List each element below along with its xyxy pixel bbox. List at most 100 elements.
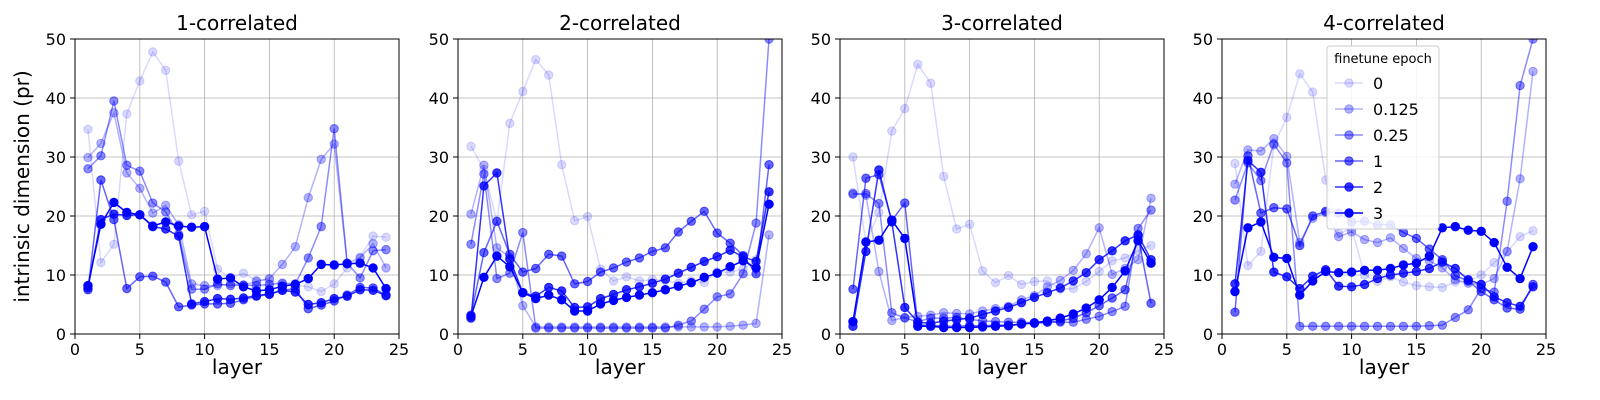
data-point — [621, 292, 632, 303]
data-point — [109, 197, 119, 208]
data-point — [1502, 196, 1512, 206]
data-point — [173, 221, 184, 231]
data-point — [725, 321, 735, 332]
data-point — [1042, 276, 1053, 286]
data-point — [938, 171, 949, 182]
y-tick-label: 50 — [429, 30, 449, 49]
data-point — [977, 266, 988, 276]
data-point — [544, 249, 554, 260]
data-point — [1463, 275, 1473, 285]
legend-swatch-marker — [1344, 130, 1354, 140]
data-point — [1269, 140, 1279, 150]
data-point — [660, 323, 671, 333]
data-point — [1398, 321, 1409, 332]
data-point — [634, 282, 645, 292]
x-tick-label: 15 — [642, 340, 662, 359]
data-point — [368, 263, 378, 273]
data-point — [161, 200, 171, 211]
data-point — [1502, 262, 1512, 273]
axes-frame — [1221, 38, 1547, 335]
data-point — [848, 189, 858, 199]
data-point — [1372, 273, 1383, 284]
data-point — [569, 279, 580, 289]
data-point — [660, 274, 671, 284]
series-line-0.125 — [852, 192, 1152, 322]
data-point — [1502, 247, 1512, 257]
data-point — [264, 275, 275, 285]
y-tick-label: 10 — [429, 266, 449, 285]
data-point — [135, 272, 145, 282]
legend-entry-label: 1 — [1373, 152, 1383, 171]
data-point — [1372, 237, 1383, 248]
data-point — [238, 293, 249, 303]
data-point — [1068, 276, 1078, 286]
data-point — [569, 306, 580, 316]
data-point — [1081, 303, 1091, 313]
data-point — [83, 152, 93, 163]
data-point — [479, 164, 489, 175]
data-point — [634, 290, 645, 300]
data-point — [1107, 256, 1117, 266]
data-point — [544, 290, 554, 300]
series-line-3 — [470, 204, 770, 317]
data-point — [1282, 253, 1292, 264]
data-point — [725, 289, 735, 299]
data-point — [1515, 174, 1525, 184]
data-point — [1256, 208, 1266, 218]
data-point — [1333, 281, 1344, 291]
y-tick-label: 0 — [439, 325, 449, 344]
data-point — [173, 231, 184, 241]
data-point — [764, 159, 774, 170]
x-tick-label: 20 — [1471, 340, 1491, 359]
data-point — [355, 258, 365, 268]
data-point — [277, 259, 288, 270]
data-point — [621, 272, 632, 282]
data-point — [990, 277, 1001, 288]
data-point — [887, 126, 897, 136]
x-tick-label: 10 — [1341, 340, 1361, 359]
data-point — [518, 227, 528, 238]
data-point — [161, 207, 171, 217]
data-point — [1094, 223, 1104, 233]
data-point — [1463, 225, 1473, 235]
y-tick-label: 20 — [1193, 207, 1213, 226]
data-point — [1385, 321, 1396, 332]
data-point — [381, 283, 391, 294]
data-point — [699, 304, 709, 314]
data-point — [1256, 246, 1266, 257]
y-tick-label: 0 — [1203, 325, 1213, 344]
data-point — [479, 181, 489, 191]
data-point — [1515, 273, 1525, 284]
data-point — [647, 288, 658, 298]
data-point — [96, 151, 106, 161]
x-tick-label: 15 — [1024, 340, 1044, 359]
data-point — [544, 282, 554, 293]
data-point — [1359, 265, 1370, 275]
data-point — [290, 287, 301, 297]
data-point — [1107, 293, 1117, 303]
data-point — [686, 322, 696, 332]
data-point — [887, 315, 897, 326]
data-point — [544, 70, 554, 80]
data-point — [466, 311, 476, 321]
data-point — [1133, 254, 1143, 265]
data-point — [1120, 236, 1130, 246]
y-tick-label: 0 — [821, 325, 831, 344]
data-point — [712, 228, 722, 238]
legend-entry-label: 0.125 — [1373, 100, 1419, 119]
data-point — [329, 139, 339, 149]
data-point — [1003, 321, 1014, 331]
data-point — [368, 231, 378, 241]
legend-entry-label: 0 — [1373, 74, 1383, 93]
y-tick-label: 30 — [429, 148, 449, 167]
data-point — [634, 253, 645, 263]
data-point — [900, 103, 910, 114]
data-point — [764, 39, 774, 44]
data-point — [660, 243, 671, 253]
data-point — [368, 246, 378, 256]
data-point — [556, 159, 567, 170]
y-tick-label: 40 — [429, 89, 449, 108]
data-point — [212, 274, 223, 284]
data-point — [1029, 276, 1040, 287]
y-tick-label: 10 — [1193, 266, 1213, 285]
